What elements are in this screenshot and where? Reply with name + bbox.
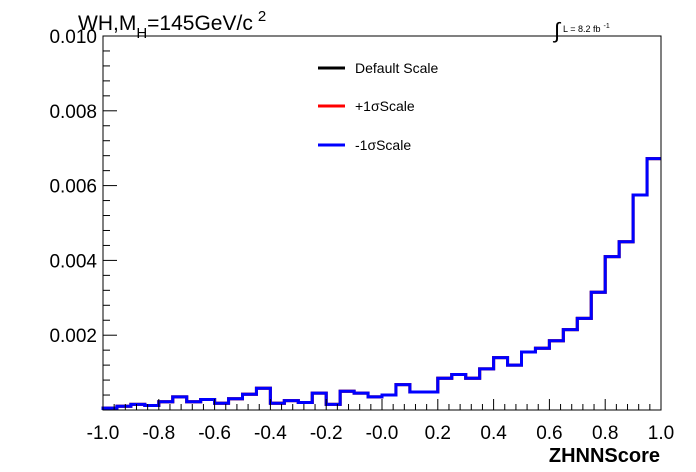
x-tick-label: -0.0 <box>366 423 399 444</box>
x-tick-label: 1.0 <box>648 423 674 444</box>
y-tick-label: 0.010 <box>49 27 97 48</box>
x-tick-label: -1.0 <box>87 423 120 444</box>
x-tick-label: 0.2 <box>425 423 451 444</box>
x-tick-label: 0.4 <box>480 423 507 444</box>
y-tick-label: 0.002 <box>49 326 97 347</box>
luminosity-superscript: -1 <box>603 23 609 30</box>
histogram-layer <box>101 157 661 410</box>
legend-label-1: +1σScale <box>355 98 415 114</box>
legend-label-2: -1σScale <box>355 137 411 153</box>
chart-title: WH,MH=145GeV/c 2 <box>78 8 266 42</box>
y-tick-label: 0.006 <box>49 177 97 198</box>
y-tick-label: 0.008 <box>49 102 97 123</box>
title-main: =145GeV/c <box>147 12 253 35</box>
y-axis: 0.002 0.004 0.006 0.008 0.010 <box>49 27 117 411</box>
title-prefix: WH,M <box>78 12 136 35</box>
x-tick-label: 0.8 <box>592 423 618 444</box>
x-tick-label: -0.2 <box>310 423 343 444</box>
x-axis-label: ZHNNScore <box>549 445 660 467</box>
x-tick-label: 0.6 <box>536 423 562 444</box>
y-tick-label: 0.004 <box>49 251 97 272</box>
x-axis: -1.0 -0.8 -0.6 -0.4 -0.2 -0.0 0.2 0.4 0.6 0.8 1.0 <box>87 399 674 444</box>
x-tick-label: -0.4 <box>254 423 287 444</box>
luminosity-text: L = 8.2 fb <box>563 24 600 34</box>
series-line-2 <box>101 157 661 410</box>
title-superscript: 2 <box>258 8 266 25</box>
integral-symbol: ∫ <box>552 18 562 43</box>
title-subscript: H <box>136 25 147 42</box>
x-tick-label: -0.8 <box>142 423 175 444</box>
legend: Default Scale +1σScale -1σScale <box>318 60 438 153</box>
legend-label-0: Default Scale <box>355 60 438 76</box>
x-tick-label: -0.6 <box>198 423 231 444</box>
luminosity-label: ∫ L = 8.2 fb -1 <box>552 18 610 43</box>
